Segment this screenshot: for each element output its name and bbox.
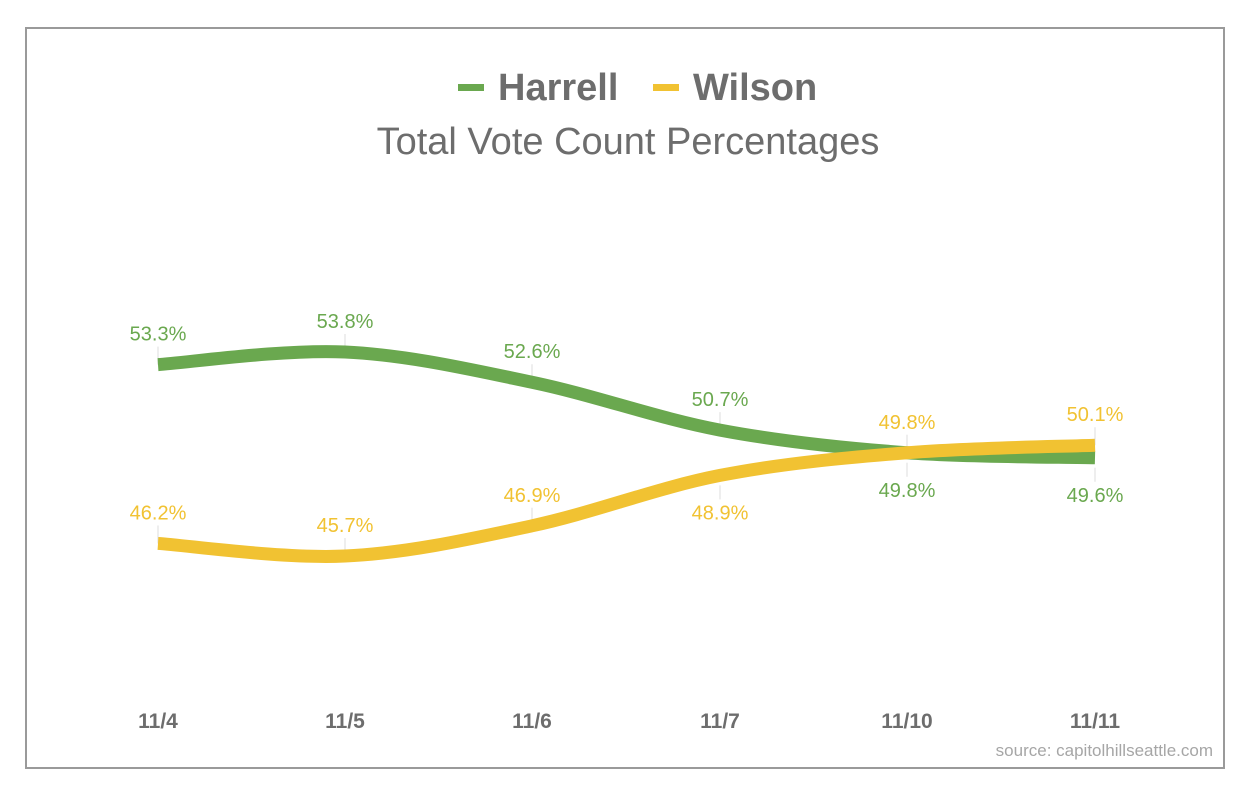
x-tick-label: 11/4 bbox=[138, 710, 178, 733]
legend-swatch-wilson bbox=[653, 84, 679, 91]
series-line-harrell bbox=[157, 345, 1096, 465]
x-tick-label: 11/5 bbox=[325, 710, 365, 733]
data-label-harrell: 53.8% bbox=[317, 311, 374, 333]
data-label-harrell: 50.7% bbox=[692, 389, 749, 411]
data-label-wilson: 49.8% bbox=[879, 412, 936, 434]
data-label-harrell: 49.8% bbox=[879, 480, 936, 502]
chart-title: Total Vote Count Percentages bbox=[377, 121, 880, 163]
data-label-wilson: 48.9% bbox=[692, 502, 749, 524]
x-tick-label: 11/6 bbox=[512, 710, 552, 733]
data-label-harrell: 52.6% bbox=[504, 341, 561, 363]
series-line-wilson bbox=[157, 438, 1096, 563]
legend-label-wilson: Wilson bbox=[693, 67, 817, 109]
data-label-wilson: 46.9% bbox=[504, 485, 561, 507]
chart-frame bbox=[25, 27, 1225, 769]
data-label-wilson: 45.7% bbox=[317, 515, 374, 537]
x-tick-label: 11/7 bbox=[700, 710, 740, 733]
x-tick-label: 11/10 bbox=[881, 710, 932, 733]
source-note: source: capitolhillseattle.com bbox=[996, 741, 1213, 760]
data-label-harrell: 53.3% bbox=[130, 324, 187, 346]
data-label-wilson: 50.1% bbox=[1067, 404, 1124, 426]
legend-swatch-harrell bbox=[458, 84, 484, 91]
data-label-wilson: 46.2% bbox=[130, 502, 187, 524]
data-label-harrell: 49.6% bbox=[1067, 485, 1124, 507]
legend: Harrell Wilson bbox=[458, 67, 817, 109]
x-tick-label: 11/11 bbox=[1070, 710, 1121, 733]
legend-label-harrell: Harrell bbox=[498, 67, 618, 109]
